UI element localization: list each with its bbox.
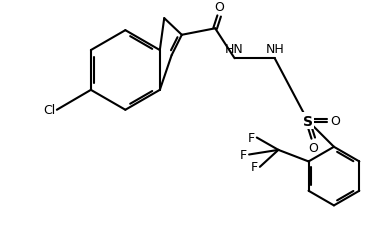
- Text: Cl: Cl: [43, 104, 55, 117]
- Text: HN: HN: [225, 43, 244, 56]
- Text: S: S: [303, 114, 313, 128]
- Text: O: O: [330, 115, 340, 128]
- Text: O: O: [308, 141, 318, 154]
- Text: F: F: [240, 148, 247, 161]
- Text: O: O: [214, 1, 224, 14]
- Text: NH: NH: [265, 43, 284, 56]
- Text: F: F: [251, 161, 258, 173]
- Text: F: F: [248, 131, 255, 144]
